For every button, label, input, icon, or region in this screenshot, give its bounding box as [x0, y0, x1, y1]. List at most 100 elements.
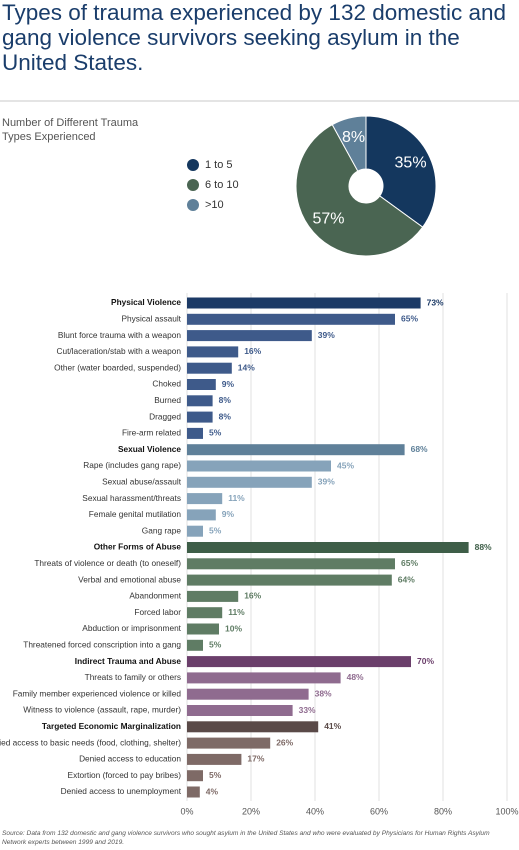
bar [187, 786, 200, 798]
value-label: 65% [401, 314, 418, 324]
x-tick-label: 60% [370, 806, 388, 816]
category-label: Witness to violence (assault, rape, murd… [23, 705, 181, 715]
value-label: 5% [209, 770, 222, 780]
value-label: 68% [411, 444, 428, 454]
value-label: 4% [206, 786, 219, 796]
legend-label: 1 to 5 [205, 159, 233, 171]
value-label: 39% [318, 477, 335, 487]
value-label: 16% [244, 591, 261, 601]
value-label: 26% [276, 737, 293, 747]
category-label: Female genital mutilation [89, 509, 182, 519]
category-label: Other (water boarded, suspended) [54, 362, 181, 372]
category-label: Sexual Violence [118, 444, 181, 454]
bar [187, 705, 293, 716]
bar [187, 672, 341, 684]
value-label: 5% [209, 525, 222, 535]
legend-swatch [187, 199, 199, 211]
category-label: Verbal and emotional abuse [78, 574, 181, 584]
legend-swatch [187, 179, 199, 191]
value-label: 8% [219, 411, 232, 421]
category-label: Sexual abuse/assault [102, 476, 182, 486]
value-label: 9% [222, 379, 235, 389]
value-label: 38% [315, 688, 332, 698]
x-tick-label: 100% [495, 806, 518, 816]
bar [187, 427, 203, 439]
value-label: 88% [475, 542, 492, 552]
bar [187, 362, 232, 374]
category-label: Burned [154, 395, 181, 405]
bar [187, 542, 469, 553]
pie-slice [331, 115, 367, 172]
category-label: Denied access to basic needs (food, clot… [0, 737, 181, 747]
category-label: Denied access to education [79, 754, 181, 764]
bar [187, 737, 271, 749]
category-label: Extortion (forced to pay bribes) [68, 770, 182, 780]
bar [187, 460, 331, 472]
bar [187, 313, 395, 325]
value-label: 11% [228, 607, 245, 617]
slice-label: 8% [342, 129, 365, 146]
value-label: 9% [222, 509, 235, 519]
bar [187, 574, 392, 586]
category-label: Gang rape [142, 525, 182, 535]
bar [187, 639, 203, 651]
category-label: Blunt force trauma with a weapon [58, 330, 182, 340]
category-label: Family member experienced violence or ki… [13, 688, 182, 698]
bar [187, 346, 239, 358]
slice-label: 57% [312, 210, 344, 227]
category-label: Abandonment [129, 591, 181, 601]
value-label: 14% [238, 362, 255, 372]
value-label: 48% [347, 672, 364, 682]
bar [187, 297, 421, 309]
legend-swatch [187, 159, 199, 171]
bar [187, 623, 219, 635]
bar [187, 379, 216, 390]
bar [187, 753, 242, 765]
category-label: Targeted Economic Marginalization [42, 721, 181, 731]
bar [187, 509, 216, 521]
pie-title: Number of Different Trauma Types Experie… [2, 117, 139, 143]
bar [187, 444, 405, 456]
legend-label: >10 [205, 199, 224, 211]
legend-label: 6 to 10 [205, 179, 239, 191]
page-title: Types of trauma experienced by 132 domes… [2, 0, 507, 75]
bar [187, 558, 395, 570]
bar [187, 493, 223, 505]
category-label: Choked [152, 379, 181, 389]
category-label: Forced labor [134, 607, 181, 617]
bar [187, 656, 411, 668]
bar [187, 688, 309, 700]
category-label: Denied access to unemployment [61, 786, 182, 796]
category-label: Physical assault [122, 313, 182, 323]
category-label: Sexual harassment/threats [82, 493, 181, 503]
value-label: 65% [401, 558, 418, 568]
value-label: 16% [244, 346, 261, 356]
value-label: 5% [209, 640, 222, 650]
value-label: 41% [324, 721, 341, 731]
value-label: 10% [225, 623, 242, 633]
category-label: Fire-arm related [122, 428, 181, 438]
pie-slice [295, 123, 424, 257]
bar [187, 721, 319, 733]
category-label: Threats to family or others [85, 672, 181, 682]
category-label: Dragged [149, 411, 181, 421]
value-label: 5% [209, 428, 222, 438]
bar [187, 411, 213, 423]
value-label: 33% [299, 705, 316, 715]
source-note: Source: Data from 132 domestic and gang … [2, 830, 490, 846]
bar [187, 395, 213, 407]
category-label: Physical Violence [111, 297, 181, 307]
bar [187, 476, 312, 488]
category-label: Abduction or imprisonment [82, 623, 181, 633]
value-label: 8% [219, 395, 232, 405]
value-label: 45% [337, 460, 354, 470]
category-label: Threats of violence or death (to oneself… [34, 558, 181, 568]
value-label: 39% [318, 330, 335, 340]
value-label: 64% [398, 574, 415, 584]
slice-label: 35% [395, 155, 427, 172]
pie-slice [365, 115, 437, 228]
x-tick-label: 40% [306, 806, 324, 816]
bar [187, 590, 239, 602]
